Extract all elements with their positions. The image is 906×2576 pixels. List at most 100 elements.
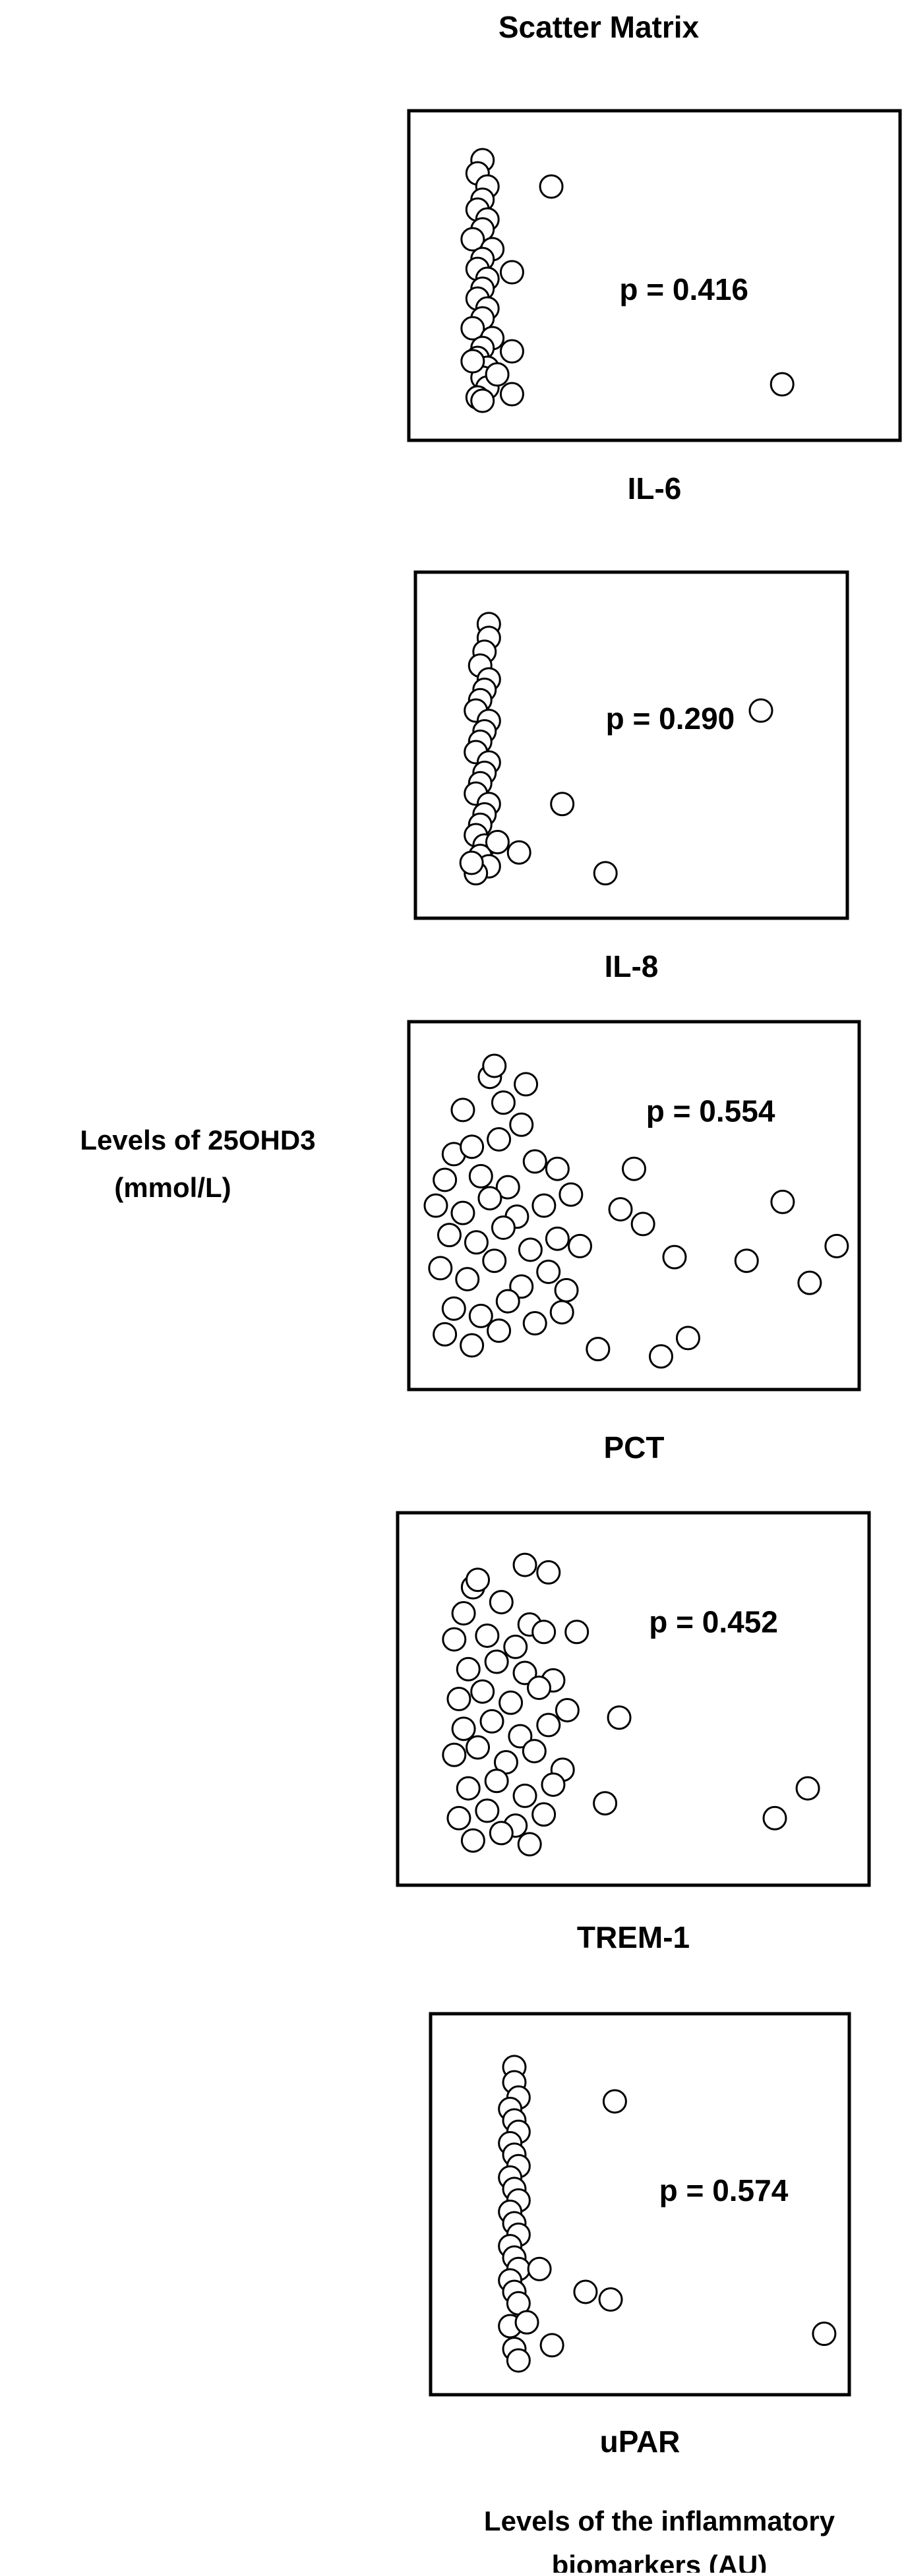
plot-frame xyxy=(429,2012,851,2397)
point xyxy=(499,260,524,285)
plot-frame xyxy=(396,1511,871,1887)
point xyxy=(491,1090,516,1115)
point xyxy=(487,1318,512,1343)
point xyxy=(593,1791,618,1816)
point xyxy=(795,1776,820,1801)
point xyxy=(441,1296,466,1321)
annotation: p = 0.416 xyxy=(619,272,748,307)
point xyxy=(484,1649,509,1674)
point xyxy=(545,1226,570,1251)
point xyxy=(512,1552,537,1577)
point xyxy=(482,1248,507,1273)
point xyxy=(573,2279,598,2304)
point xyxy=(812,2322,837,2347)
point xyxy=(446,1687,471,1711)
point xyxy=(539,2333,564,2358)
point xyxy=(479,1709,504,1734)
point xyxy=(508,1724,533,1749)
point xyxy=(460,1134,485,1159)
point xyxy=(451,1716,476,1742)
point xyxy=(770,372,795,397)
point xyxy=(607,1705,632,1730)
point xyxy=(466,1735,491,1760)
point xyxy=(536,1560,561,1585)
point xyxy=(522,1149,547,1174)
point xyxy=(433,1322,458,1347)
point xyxy=(484,1769,509,1794)
point xyxy=(460,316,485,341)
chart-title: Scatter Matrix xyxy=(498,10,700,44)
point xyxy=(512,1783,537,1808)
point xyxy=(550,792,575,817)
point xyxy=(593,861,618,886)
point xyxy=(549,1300,574,1325)
point xyxy=(499,339,524,364)
annotation: p = 0.290 xyxy=(606,701,735,736)
point xyxy=(485,362,510,387)
point xyxy=(531,1193,557,1218)
point xyxy=(423,1193,448,1218)
point xyxy=(428,1256,453,1281)
point xyxy=(622,1156,646,1181)
point xyxy=(630,1212,655,1237)
point xyxy=(459,850,484,875)
x-axis-label: PCT xyxy=(604,1430,665,1465)
point xyxy=(514,1072,539,1097)
point xyxy=(451,1601,476,1626)
point xyxy=(433,1167,458,1192)
point xyxy=(608,1197,633,1222)
point xyxy=(482,1053,507,1078)
point xyxy=(564,1620,589,1645)
point xyxy=(495,1289,520,1314)
point xyxy=(468,1303,493,1328)
point xyxy=(460,227,485,252)
point xyxy=(586,1337,611,1362)
point xyxy=(470,388,495,413)
point xyxy=(536,1712,561,1738)
plot-frame xyxy=(413,570,849,920)
point xyxy=(464,1230,489,1255)
point xyxy=(602,2089,627,2114)
x-axis-label: biomarkers (AU) xyxy=(552,2550,768,2573)
point xyxy=(450,1200,475,1225)
point xyxy=(527,2256,552,2281)
point xyxy=(554,1277,579,1303)
point xyxy=(460,349,485,374)
point xyxy=(514,2310,539,2335)
y-axis-label: Levels of 25OHD3 xyxy=(80,1125,315,1156)
point xyxy=(460,1828,485,1853)
x-axis-label: IL-6 xyxy=(628,471,682,506)
point xyxy=(499,382,524,407)
point xyxy=(531,1802,557,1827)
point xyxy=(762,1805,787,1830)
point xyxy=(456,1776,481,1801)
point xyxy=(437,1223,462,1248)
annotation: p = 0.574 xyxy=(659,2173,789,2208)
x-axis-label: Levels of the inflammatory xyxy=(484,2505,835,2536)
point xyxy=(460,1333,485,1358)
point xyxy=(475,1798,500,1823)
y-axis-label: (mmol/L) xyxy=(114,1172,231,1203)
point xyxy=(568,1233,593,1258)
point xyxy=(491,1215,516,1240)
point xyxy=(487,1127,512,1152)
point xyxy=(734,1248,759,1273)
point xyxy=(442,1742,467,1767)
point xyxy=(475,1623,500,1648)
point xyxy=(485,830,510,854)
point xyxy=(470,1679,495,1704)
point xyxy=(512,1660,537,1685)
point xyxy=(522,1311,547,1336)
annotation: p = 0.452 xyxy=(649,1605,778,1639)
plot-frame xyxy=(407,109,902,442)
point xyxy=(503,1634,528,1659)
annotation: p = 0.554 xyxy=(646,1094,775,1128)
point xyxy=(495,1175,520,1200)
point xyxy=(518,1237,543,1262)
point xyxy=(466,1567,491,1593)
point xyxy=(797,1270,822,1295)
point xyxy=(489,1821,514,1846)
x-axis-label: IL-8 xyxy=(605,949,659,983)
point xyxy=(498,1690,524,1715)
